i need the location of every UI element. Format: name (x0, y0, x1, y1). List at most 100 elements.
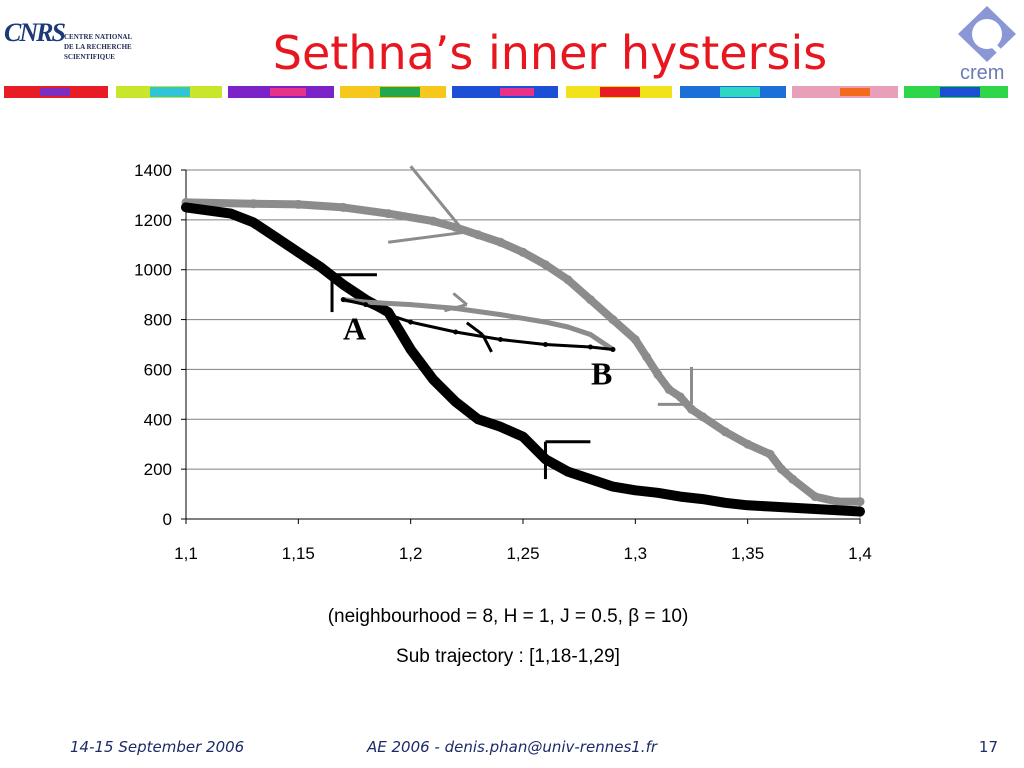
annotation-label: A (343, 311, 366, 347)
hysteresis-chart: 0 200 400 600 800 1000 1200 1400 1,1 1,15 1,2 1,25… (134, 161, 872, 563)
data-point (585, 474, 595, 484)
y-tick-label: 0 (163, 510, 172, 529)
crem-logo-emblem (958, 6, 1016, 62)
cnrs-logo-line: CENTRE NATIONAL (64, 33, 133, 41)
y-tick-label: 600 (144, 360, 172, 379)
arrow-stroke (481, 333, 493, 353)
arrow-stroke (443, 303, 468, 313)
data-point (810, 492, 820, 502)
data-point (181, 202, 191, 212)
data-point (587, 344, 593, 350)
data-point (599, 339, 605, 345)
chart-caption-subtrajectory: Sub trajectory : [1,18-1,29] (396, 646, 620, 667)
annotation-label: B (591, 355, 612, 391)
data-point (776, 464, 786, 474)
data-point (585, 295, 595, 305)
x-tick-label: 1,35 (731, 544, 764, 563)
data-point (855, 497, 865, 507)
data-point (653, 488, 663, 498)
data-point (383, 209, 393, 219)
data-point (642, 352, 652, 362)
data-point (541, 260, 550, 270)
data-point (428, 374, 438, 384)
data-point (788, 474, 798, 484)
data-point (473, 230, 483, 240)
chart-caption-parameters: (neighbourhood = 8, H = 1, J = 0.5, β = … (327, 606, 689, 627)
y-tick-label: 800 (144, 311, 172, 330)
x-tick-label: 1,25 (506, 544, 539, 563)
data-point (743, 439, 753, 449)
footer-contact: AE 2006 - denis.phan@univ-rennes1.fr (366, 738, 658, 756)
data-point (698, 412, 708, 422)
data-point (408, 302, 414, 308)
y-tick-label: 200 (144, 460, 172, 479)
data-point (698, 494, 708, 504)
data-point (385, 312, 391, 318)
data-point (498, 337, 503, 342)
arrow-stroke (465, 321, 484, 336)
footer-date: 14-15 September 2006 (70, 738, 245, 756)
data-point (338, 202, 348, 212)
data-point (720, 498, 730, 508)
y-tick-label: 1400 (134, 161, 172, 180)
data-point (833, 497, 842, 507)
decorative-color-banner (4, 86, 1008, 98)
data-point (608, 315, 618, 325)
data-point (293, 199, 303, 209)
data-point (453, 329, 459, 335)
cnrs-logo-mark: CNRS (4, 18, 66, 47)
data-point (608, 482, 618, 492)
data-point (653, 369, 663, 379)
data-point (543, 319, 548, 325)
data-point (675, 492, 685, 502)
data-point (498, 312, 503, 318)
data-point (248, 199, 258, 209)
data-point (451, 397, 461, 407)
footer-page-number: 17 (978, 738, 998, 756)
data-point (765, 449, 775, 459)
data-point (788, 503, 798, 513)
data-point (563, 467, 573, 477)
series-line-3 (340, 297, 616, 352)
data-point (664, 384, 674, 394)
x-tick-label: 1,4 (848, 544, 872, 563)
cnrs-logo: CNRS CENTRE NATIONAL DE LA RECHERCHE SCI… (4, 14, 144, 70)
data-point (610, 347, 616, 352)
data-point (406, 345, 416, 354)
data-point (563, 275, 573, 285)
cnrs-logo-line: DE LA RECHERCHE (64, 43, 132, 51)
arrow-stroke (452, 292, 468, 306)
data-point (565, 324, 571, 330)
x-tick-label: 1,15 (282, 544, 315, 563)
cnrs-logo-text: CENTRE NATIONAL DE LA RECHERCHE SCIENTIF… (64, 32, 132, 62)
data-point (810, 504, 820, 514)
arrow-stroke (409, 165, 466, 234)
data-point (630, 335, 640, 344)
data-point (496, 237, 505, 247)
data-point (587, 332, 593, 337)
data-point (630, 485, 640, 495)
data-point (428, 216, 438, 226)
data-point (473, 414, 483, 424)
trajectory-arrows (330, 165, 693, 480)
y-tick-label: 400 (144, 410, 172, 429)
data-point (675, 392, 685, 402)
crem-logo-label: crem (960, 62, 1005, 84)
data-point (518, 432, 528, 442)
plot-area (185, 169, 861, 520)
data-point (543, 342, 548, 347)
data-point (687, 404, 696, 414)
data-point (855, 507, 865, 516)
data-point (338, 280, 348, 290)
x-tick-label: 1,2 (399, 544, 423, 563)
x-tick-label: 1,1 (174, 544, 198, 563)
data-point (271, 232, 281, 242)
data-point (293, 247, 303, 257)
data-point (248, 217, 258, 227)
y-tick-label: 1000 (134, 261, 172, 280)
data-point (720, 427, 730, 437)
data-point (743, 500, 753, 510)
data-point (316, 262, 326, 272)
cnrs-logo-line: SCIENTIFIQUE (64, 53, 115, 61)
data-point (408, 319, 414, 325)
